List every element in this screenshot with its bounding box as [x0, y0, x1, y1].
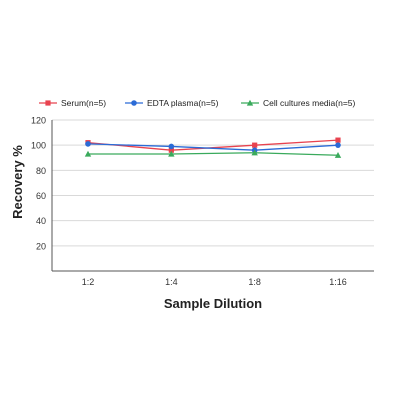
data-point: [251, 149, 258, 156]
legend-marker: [246, 99, 254, 106]
data-point: [335, 142, 341, 148]
y-tick-label: 40: [36, 216, 46, 226]
data-point: [168, 147, 174, 153]
x-tick-label: 1:2: [82, 277, 95, 287]
data-point: [168, 143, 175, 150]
data-point: [84, 150, 92, 157]
x-tick-label: 1:16: [329, 277, 347, 287]
legend-item: Serum(n=5): [39, 98, 106, 108]
x-axis-label: Sample Dilution: [164, 296, 262, 311]
legend-label: Serum(n=5): [61, 98, 106, 108]
y-axis-label: Recovery %: [10, 145, 25, 219]
legend-item: EDTA plasma(n=5): [125, 98, 219, 108]
y-tick-label: 80: [36, 166, 46, 176]
data-point: [252, 142, 258, 148]
series-3: [84, 149, 342, 158]
legend-marker: [45, 100, 51, 106]
axes: 20 40 60 80 100 120 1:2 1:4 1:8 1:16: [31, 116, 374, 287]
data-point: [334, 152, 342, 158]
y-tick-label: 60: [36, 191, 46, 201]
data-point: [85, 141, 91, 147]
gridlines: [52, 119, 374, 247]
x-tick-label: 1:8: [248, 277, 261, 287]
legend-label: Cell cultures media(n=5): [263, 98, 356, 108]
legend: Serum(n=5) EDTA plasma(n=5) Cell cultures …: [39, 98, 356, 108]
data-point: [168, 150, 175, 157]
data-point: [335, 137, 341, 143]
legend-label: EDTA plasma(n=5): [147, 98, 219, 108]
y-tick-label: 120: [31, 116, 46, 126]
x-tick-label: 1:4: [165, 277, 178, 287]
legend-item: Cell cultures media(n=5): [241, 98, 356, 108]
legend-marker: [131, 100, 137, 106]
series-line: [88, 152, 339, 156]
series-2: [85, 141, 341, 153]
series-lines: [84, 137, 342, 158]
y-tick-label: 20: [36, 241, 46, 251]
series-line: [87, 143, 339, 151]
y-tick-label: 100: [31, 141, 46, 151]
